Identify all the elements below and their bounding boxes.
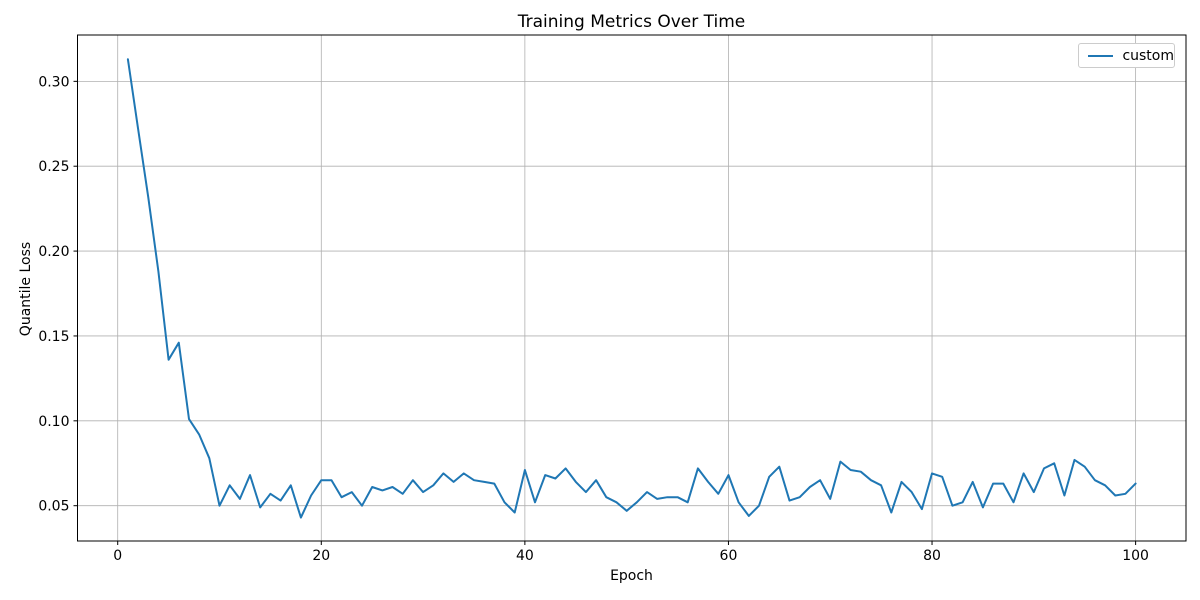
x-tick-label: 0 bbox=[113, 548, 122, 564]
plot-border bbox=[77, 34, 1187, 542]
tick-marks bbox=[73, 80, 1137, 545]
x-tick-label: 20 bbox=[312, 548, 330, 564]
series-line bbox=[126, 58, 1137, 519]
y-tick-label: 0.20 bbox=[38, 244, 69, 260]
legend: custom bbox=[1078, 43, 1175, 68]
x-tick-label: 100 bbox=[1122, 548, 1149, 564]
axes-spines bbox=[77, 34, 1187, 542]
y-axis-label: Quantile Loss bbox=[18, 241, 34, 337]
x-tick-label: 40 bbox=[516, 548, 534, 564]
chart-title: Training Metrics Over Time bbox=[517, 12, 746, 32]
tick-labels: 0 20 40 60 80 100 0.05 0.10 0.15 0.20 0.25 0.30 bbox=[38, 74, 1149, 564]
y-tick-label: 0.15 bbox=[38, 329, 69, 345]
y-tick-label: 0.30 bbox=[38, 74, 69, 90]
legend-label: custom bbox=[1122, 47, 1174, 64]
gridlines bbox=[77, 35, 1186, 541]
legend-line-swatch bbox=[1088, 54, 1114, 57]
x-axis-label: Epoch bbox=[610, 568, 653, 584]
x-tick-label: 80 bbox=[923, 548, 941, 564]
y-tick-label: 0.25 bbox=[38, 159, 69, 175]
x-tick-label: 60 bbox=[720, 548, 738, 564]
y-tick-label: 0.05 bbox=[38, 499, 69, 515]
y-tick-label: 0.10 bbox=[38, 414, 69, 430]
series-polyline bbox=[126, 58, 1137, 519]
